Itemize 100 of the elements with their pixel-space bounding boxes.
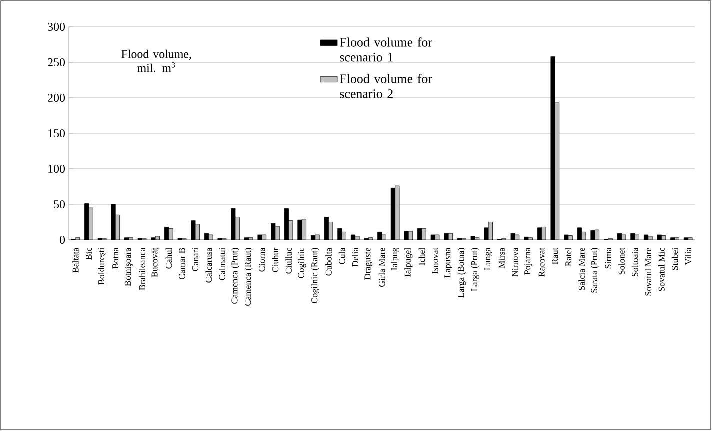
bar (448, 233, 453, 240)
bar (231, 208, 236, 240)
x-tick-label: Camenca (Prut) (231, 248, 240, 304)
x-tick-label: Raut (552, 248, 558, 264)
bar (168, 228, 174, 240)
x-tick-label: Cubolta (326, 248, 332, 276)
bar (550, 56, 556, 240)
bar (568, 236, 573, 240)
bar (657, 234, 662, 240)
x-tick-label: Sirma (605, 248, 612, 269)
bar (195, 224, 200, 240)
bar (355, 236, 360, 240)
bar (644, 234, 649, 240)
x-tick-label: Solonet (618, 248, 625, 275)
x-tick-label: Larga (Botna) (458, 248, 466, 298)
bar (155, 236, 160, 240)
x-tick-label: Ichel (418, 248, 426, 266)
x-tick-label: Bic (86, 248, 92, 260)
bar (564, 234, 569, 240)
x-tick-label: Baltata (72, 248, 79, 273)
bar (382, 234, 386, 240)
bar (514, 234, 520, 240)
bar (208, 234, 214, 240)
bar (395, 186, 400, 240)
x-tick-label: Sovatul Mic (658, 248, 665, 292)
x-tick-label: Soltoaia (632, 248, 638, 277)
x-tick-label: Ratel (565, 248, 572, 266)
x-tick-label: Lapusna (444, 248, 452, 278)
x-tick-label: Ciuhur (272, 248, 279, 272)
x-tick-label: Botnişoara (125, 248, 133, 286)
bar (422, 228, 426, 240)
bar (275, 226, 280, 240)
bar (338, 228, 342, 240)
x-tick-label: Vilia (685, 248, 692, 266)
x-tick-label: Boldureşti (98, 248, 106, 285)
x-tick-label: Draguste (364, 248, 373, 280)
bar (408, 231, 414, 240)
x-tick-label: Bucovăţ (152, 248, 160, 278)
bar (488, 222, 493, 240)
bar (542, 227, 546, 240)
x-tick-label: Brahileanca (139, 248, 146, 290)
x-tick-label: Camar B (179, 248, 186, 280)
bar (404, 231, 409, 240)
bar (350, 234, 356, 240)
x-tick-label: Stubei (672, 248, 678, 270)
y-tick-label: 50 (54, 200, 66, 209)
x-tick-label: Calmatui (219, 248, 226, 280)
bar (378, 232, 382, 240)
x-tick-label: Canari (192, 248, 199, 272)
bar (510, 233, 516, 240)
x-tick-label: Sarata (Prut) (591, 248, 600, 293)
x-tick-label: Mirsa (498, 248, 505, 268)
x-tick-label: Ialpug (391, 248, 400, 270)
x-tick-label: Cogilnic (Raut) (311, 248, 320, 304)
bar (590, 230, 596, 240)
x-tick-label: Cogilnic (298, 248, 306, 278)
x-tick-label: Nirnova (512, 248, 518, 277)
bar (315, 234, 320, 240)
x-tick-label: Cahul (166, 248, 172, 269)
bar (648, 236, 653, 240)
bar (302, 219, 306, 240)
y-tick-label: 0 (60, 236, 66, 244)
x-tick-label: Ciorna (259, 248, 266, 272)
x-tick-label: Lunga (484, 248, 492, 270)
x-tick-label: Delia (352, 248, 359, 267)
y-tick-label: 200 (48, 94, 66, 102)
y-tick-label: 250 (48, 58, 66, 67)
x-tick-label: Girla Mare (378, 248, 386, 287)
x-tick-label: Calcarusa (206, 248, 212, 283)
x-tick-label: Pojarna (524, 248, 532, 275)
bar (298, 220, 302, 240)
x-tick-label: Ialpugel (404, 248, 413, 277)
bar (524, 236, 529, 240)
legend-label: Flood volume for scenario 2 (340, 74, 432, 98)
x-tick-label: Larga (Prut) (471, 248, 480, 292)
x-tick-label: Ciulluc (286, 248, 292, 274)
bar (258, 234, 262, 240)
bar (634, 234, 640, 240)
bar (435, 234, 440, 240)
x-tick-label: Sovatul Mare (645, 248, 652, 296)
y-tick-label: 150 (48, 129, 66, 138)
x-tick-label: Botna (112, 248, 119, 269)
bar (444, 233, 449, 240)
x-tick-label: Isnovat (432, 248, 438, 274)
bar (582, 232, 586, 240)
y-tick-label: 100 (48, 164, 66, 174)
bar (271, 223, 276, 240)
x-tick-label: Salcia Mare (578, 248, 585, 290)
bar (84, 204, 90, 240)
y-axis-title: Flood volume, mil. m$^{3}$ (122, 50, 192, 72)
y-tick-label: 300 (48, 22, 66, 32)
bar (262, 234, 267, 240)
bar (342, 232, 346, 240)
bar (88, 208, 94, 240)
bar (594, 230, 600, 240)
x-tick-label: Cula (338, 248, 346, 264)
bar (191, 220, 196, 240)
x-tick-label: Camenca (Raut) (244, 248, 253, 306)
x-tick-label: Racovat (538, 248, 545, 277)
bar (111, 204, 116, 240)
